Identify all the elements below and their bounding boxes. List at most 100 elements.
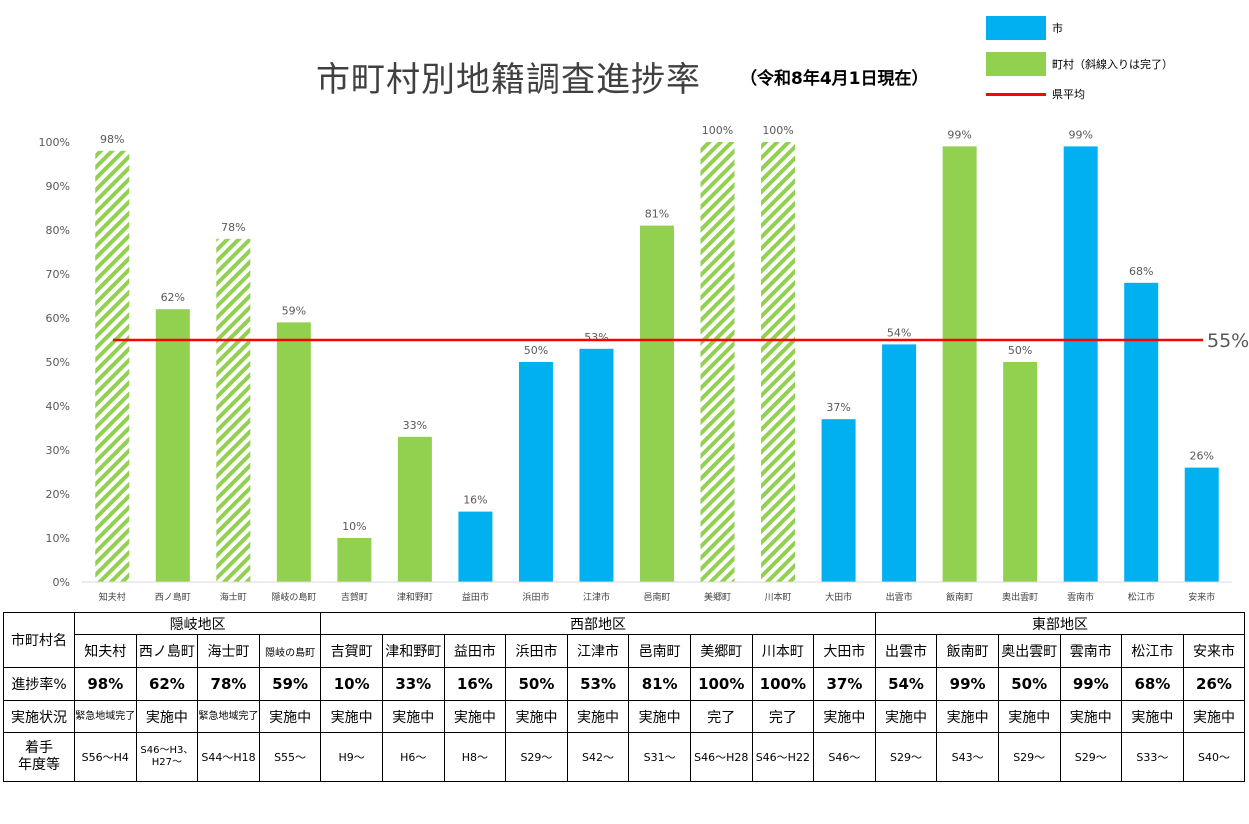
bar-value-label: 81% [645,208,669,221]
y-tick-label: 70% [46,268,70,281]
start-year-value: S29～ [505,732,568,782]
start-year-value: S33～ [1121,732,1184,782]
bar-value-label: 62% [161,291,185,304]
bar [882,344,917,582]
progress-value: 33% [381,667,445,701]
bar [761,142,796,582]
x-axis: 知夫村 西ノ島町 海士町 隠岐の島町 吉賀町 津和野町 益田市 浜田市 江津市 邑南町 美郷町 川本町… [82,581,1232,603]
bar-value-label: 50% [1008,344,1032,357]
start-year-value: S46～H22 [751,732,815,782]
x-tick-label: 江津市 [583,591,610,603]
municipality-name: 川本町 [751,634,815,668]
x-tick-label: 津和野町 [397,592,433,603]
bar [155,309,190,582]
y-tick-label: 30% [46,444,70,457]
bar [1003,362,1038,582]
progress-value: 59% [258,667,322,701]
x-tick-label: 益田市 [462,591,489,603]
x-tick-label: 吉賀町 [341,591,368,603]
progress-value: 78% [197,667,260,701]
legend-item-town: 町村（斜線入りは完了） [986,52,1173,76]
row-label-start: 着手 年度等 [3,732,75,782]
bar [700,142,735,582]
start-year-value: H8～ [443,732,507,782]
x-tick-label: 海士町 [220,591,247,603]
status-value: 実施中 [874,700,938,733]
bar-value-label: 99% [947,128,971,141]
bar [640,225,674,582]
y-tick-label: 40% [46,400,70,413]
status-value: 実施中 [135,700,199,733]
progress-value: 100% [751,667,815,701]
chart-title: 市町村別地籍調査進捗率 [316,60,701,100]
bar-value-label: 37% [826,401,850,414]
municipality-name: 知夫村 [74,634,137,668]
municipality-name: 吉賀町 [320,634,383,668]
y-tick-label: 10% [46,532,70,545]
data-table: 市町村名 隠岐地区 西部地区 東部地区 知夫村 西ノ島町 海士町 隠岐の島町 吉賀町 津和野町 益田… [3,612,1246,782]
status-value: 実施中 [813,700,876,733]
municipality-name: 出雲市 [874,634,938,668]
start-year-value: S46～H28 [689,732,753,782]
bar [579,348,614,582]
x-tick-label: 奥出雲町 [1002,591,1038,603]
progress-value: 99% [936,667,999,701]
region-header: 東部地区 [874,612,1246,635]
municipality-name: 松江市 [1121,634,1184,668]
progress-value: 53% [566,667,630,701]
y-tick-label: 0% [53,576,70,589]
status-value: 実施中 [505,700,568,733]
average-value-label: 55% [1207,330,1249,352]
start-year-value: S31～ [628,732,691,782]
y-tick-label: 50% [46,356,70,369]
start-year-value: S46～H3、H27～ [135,732,199,782]
progress-value: 37% [813,667,876,701]
y-axis: 0% 10% 20% 30% 40% 50% 60% 70% 80% 90% 100% [39,136,70,589]
legend-label-average: 県平均 [1052,88,1085,101]
x-tick-label: 松江市 [1128,591,1155,603]
municipality-name: 益田市 [443,634,507,668]
status-value: 緊急地域完了 [197,700,260,733]
status-value: 完了 [751,700,815,733]
status-value: 実施中 [936,700,999,733]
progress-value: 10% [320,667,383,701]
y-tick-label: 20% [46,488,70,501]
bar [337,538,372,582]
region-header: 西部地区 [320,612,876,635]
x-tick-label: 安来市 [1188,591,1215,603]
bar [216,238,251,583]
status-value: 実施中 [320,700,383,733]
municipality-name: 浜田市 [505,634,568,668]
municipality-name: 美郷町 [689,634,753,668]
start-year-value: S40～ [1182,732,1246,782]
legend-item-city: 市 [986,16,1063,40]
bar-value-label: 10% [342,520,366,533]
bar-value-label: 98% [100,133,124,146]
start-year-value: S56～H4 [74,732,137,782]
bar [821,419,856,582]
bar-value-label: 50% [524,344,548,357]
bar [518,362,553,582]
bar-value-label: 100% [762,124,793,137]
bar-value-label: 68% [1129,265,1153,278]
status-value: 緊急地域完了 [74,700,137,733]
bar [95,150,130,583]
x-tick-label: 西ノ島町 [155,591,191,603]
row-label-progress: 進捗率% [3,667,75,701]
y-tick-label: 80% [46,224,70,237]
status-value: 実施中 [628,700,691,733]
bar-value-label: 16% [463,494,487,507]
bar-value-label: 33% [403,419,427,432]
progress-value: 100% [689,667,753,701]
bar-value-label: 78% [221,221,245,234]
legend-item-average: 県平均 [986,86,1085,102]
progress-value: 16% [443,667,507,701]
legend-swatch-town [986,52,1046,76]
bar-value-label: 59% [282,304,306,317]
region-header: 隠岐地区 [73,612,322,635]
status-value: 実施中 [1121,700,1184,733]
chart-subtitle: （令和8年4月1日現在） [740,69,929,89]
municipality-name: 大田市 [813,634,876,668]
status-value: 完了 [689,700,753,733]
x-tick-label: 雲南市 [1067,591,1094,603]
